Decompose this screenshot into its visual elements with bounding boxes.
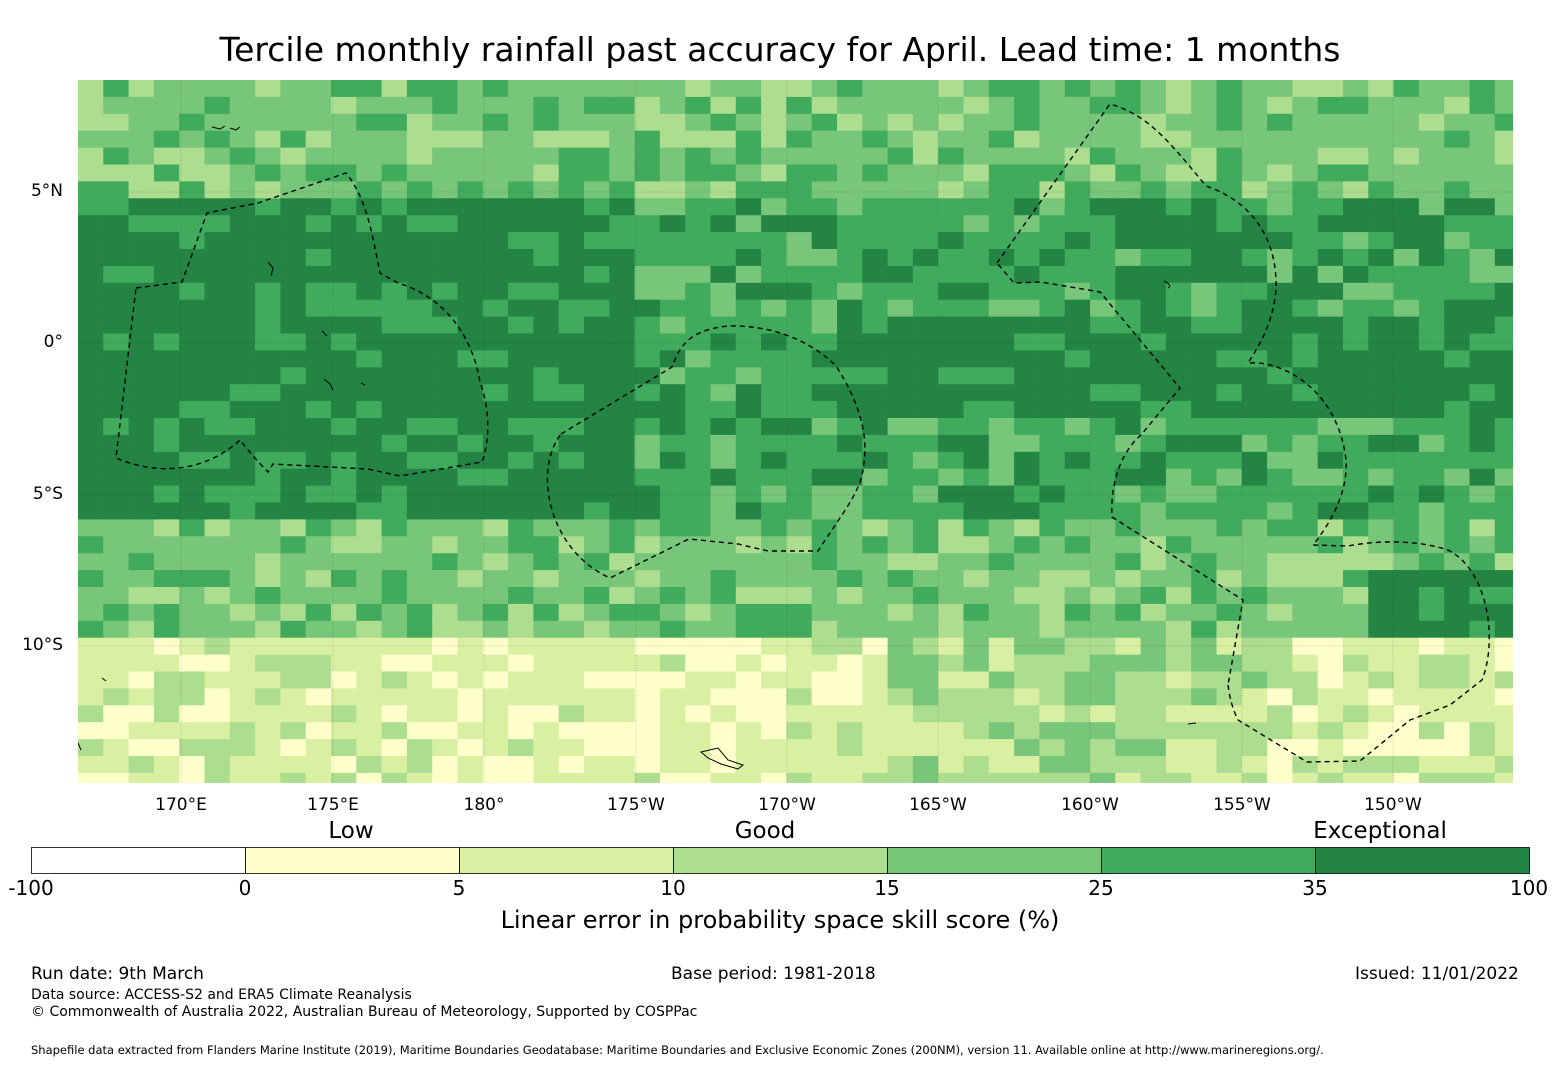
lon-label-170e: 170°E <box>155 795 207 815</box>
lat-label-5s: 5°S <box>32 484 63 504</box>
colorbar-tick-100: 100 <box>1509 876 1549 900</box>
colorbar-tick-10: 10 <box>660 876 686 900</box>
colorbar-tick-25: 25 <box>1088 876 1114 900</box>
lon-label-160w: 160°W <box>1061 795 1119 815</box>
lon-label-170w: 170°W <box>758 795 816 815</box>
colorbar-segment-10-15 <box>673 847 888 874</box>
skill-map <box>78 80 1513 783</box>
colorbar-segment-25-35 <box>1101 847 1316 874</box>
lat-label-10s: 10°S <box>22 635 63 655</box>
colorbar-tick-0: 0 <box>238 876 252 900</box>
lon-label-165w: 165°W <box>909 795 967 815</box>
data-source: Data source: ACCESS-S2 and ERA5 Climate … <box>31 987 412 1003</box>
category-label-low: Low <box>328 818 374 844</box>
eez-boundary-central <box>546 325 866 579</box>
category-label-exceptional: Exceptional <box>1313 818 1447 844</box>
graticule-lines <box>78 80 1513 783</box>
lon-label-180: 180° <box>463 795 505 815</box>
colorbar-tick-neg100: -100 <box>8 876 54 900</box>
colorbar <box>31 847 1530 874</box>
colorbar-segment-35-100 <box>1315 847 1530 874</box>
lat-label-5n: 5°N <box>30 181 63 201</box>
colorbar-segment-neg100-0 <box>31 847 246 874</box>
issued-date: Issued: 11/01/2022 <box>1355 964 1519 984</box>
colorbar-segment-15-25 <box>887 847 1102 874</box>
lat-label-equator: 0° <box>43 332 63 352</box>
eez-boundary-east <box>996 103 1490 763</box>
colorbar-segment-0-5 <box>245 847 460 874</box>
copyright: © Commonwealth of Australia 2022, Austra… <box>31 1004 698 1020</box>
coastlines <box>78 125 1197 770</box>
colorbar-tick-35: 35 <box>1302 876 1328 900</box>
eez-boundary-west <box>115 172 489 477</box>
lon-label-155w: 155°W <box>1213 795 1271 815</box>
base-period: Base period: 1981-2018 <box>671 964 876 984</box>
colorbar-segment-5-10 <box>459 847 674 874</box>
lon-label-175w: 175°W <box>607 795 665 815</box>
chart-title: Tercile monthly rainfall past accuracy f… <box>219 30 1341 69</box>
category-label-good: Good <box>734 818 796 844</box>
lon-label-150w: 150°W <box>1364 795 1422 815</box>
colorbar-title: Linear error in probability space skill … <box>500 906 1060 934</box>
run-date: Run date: 9th March <box>31 964 204 984</box>
colorbar-tick-15: 15 <box>874 876 900 900</box>
lon-label-175e: 175°E <box>307 795 359 815</box>
colorbar-tick-5: 5 <box>452 876 466 900</box>
shapefile-credit: Shapefile data extracted from Flanders M… <box>31 1043 1324 1057</box>
skill-grid-cells <box>78 80 1513 783</box>
eez-boundaries <box>115 103 1490 763</box>
